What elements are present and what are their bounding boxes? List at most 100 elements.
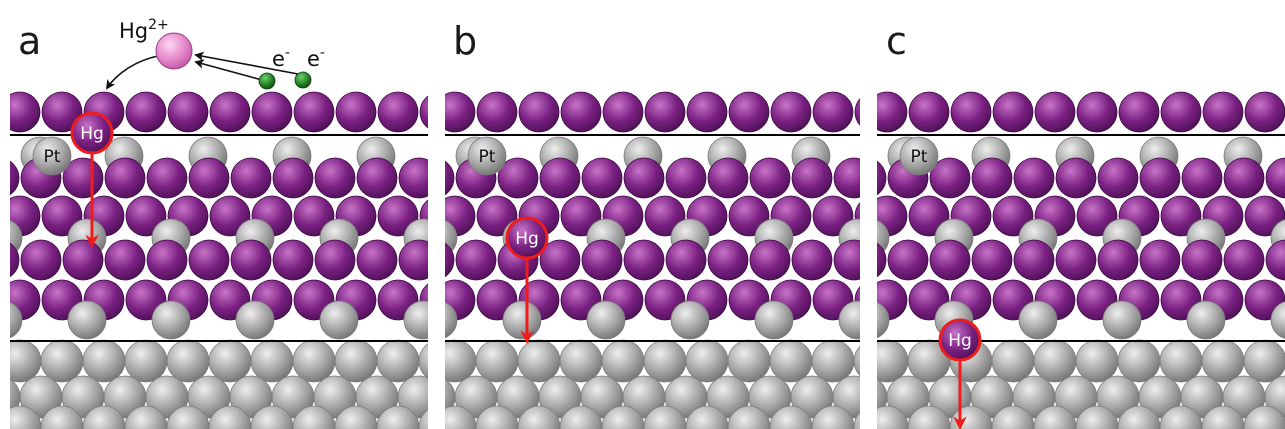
mercury-atom bbox=[1097, 239, 1139, 281]
mercury-label: Hg bbox=[80, 124, 104, 144]
electron-label: e- bbox=[307, 45, 325, 71]
platinum-atom bbox=[991, 339, 1035, 383]
mercury-atom bbox=[877, 242, 887, 278]
platinum-atom bbox=[235, 300, 275, 340]
mercury-label: Hg bbox=[515, 229, 539, 249]
mercury-atom bbox=[1097, 157, 1139, 199]
crystal-lattice bbox=[10, 91, 428, 429]
mercury-atom bbox=[293, 91, 335, 133]
mercury-atom bbox=[314, 239, 356, 281]
platinum-atom bbox=[1186, 300, 1226, 340]
platinum-atom bbox=[32, 136, 72, 176]
mercury-atom bbox=[10, 91, 41, 133]
mercury-atom bbox=[445, 242, 455, 278]
mercury-atom bbox=[833, 239, 860, 281]
mercury-atom bbox=[707, 157, 749, 199]
platinum-atom bbox=[586, 300, 626, 340]
mercury-ion bbox=[155, 32, 193, 70]
platinum-atom bbox=[1075, 339, 1119, 383]
platinum-atom bbox=[1243, 339, 1285, 383]
mercury-atom bbox=[623, 239, 665, 281]
electron bbox=[258, 72, 276, 90]
mercury-atom bbox=[272, 157, 314, 199]
platinum-atom bbox=[811, 339, 855, 383]
mercury-atom bbox=[497, 157, 539, 199]
platinum-atom bbox=[418, 343, 428, 379]
mercury-atom bbox=[377, 91, 419, 133]
panel-label: c bbox=[886, 19, 907, 63]
mercury-atom bbox=[419, 95, 428, 129]
mercury-atom bbox=[209, 91, 251, 133]
platinum-atom bbox=[1159, 339, 1203, 383]
mercury-atom bbox=[1139, 157, 1181, 199]
mercury-atom bbox=[686, 91, 728, 133]
ion-deposition-arrow bbox=[105, 55, 159, 90]
reduction-process: Hg2+ e- e- bbox=[105, 17, 325, 90]
mercury-atom bbox=[1055, 157, 1097, 199]
platinum-atom bbox=[853, 345, 860, 377]
platinum-label: Pt bbox=[479, 147, 496, 167]
mercury-atom bbox=[146, 239, 188, 281]
mercury-atom bbox=[1160, 91, 1202, 133]
mercury-label: Hg bbox=[948, 331, 972, 351]
mercury-atom bbox=[104, 239, 146, 281]
mercury-atom bbox=[188, 157, 230, 199]
mercury-atom bbox=[877, 91, 908, 133]
mercury-atom bbox=[560, 91, 602, 133]
crystal-lattice bbox=[445, 91, 860, 429]
mercury-atom bbox=[1223, 157, 1265, 199]
platinum-atom bbox=[1270, 301, 1285, 339]
mercury-atom bbox=[950, 91, 992, 133]
mercury-atom bbox=[602, 91, 644, 133]
platinum-atom bbox=[467, 136, 507, 176]
mercury-atom bbox=[929, 157, 971, 199]
migration-marker: Hg bbox=[70, 111, 114, 249]
platinum-atom bbox=[208, 339, 252, 383]
mercury-atom bbox=[539, 157, 581, 199]
mercury-atom bbox=[665, 157, 707, 199]
platinum-atom bbox=[685, 339, 729, 383]
mercury-atom bbox=[749, 239, 791, 281]
panel-label: a bbox=[18, 19, 41, 63]
mercury-atom bbox=[167, 91, 209, 133]
mercury-atom bbox=[445, 160, 455, 196]
platinum-atom bbox=[517, 339, 561, 383]
mercury-atom bbox=[1055, 239, 1097, 281]
mercury-atom bbox=[398, 157, 428, 199]
mercury-atom bbox=[877, 160, 887, 196]
migrating-mercury-atom bbox=[505, 216, 549, 260]
platinum-atom bbox=[418, 409, 428, 429]
mercury-atom bbox=[749, 157, 791, 199]
migration-marker: Hg bbox=[938, 318, 982, 429]
platinum-atom bbox=[334, 339, 378, 383]
mercury-atom bbox=[476, 91, 518, 133]
mercury-ion-label: Hg2+ bbox=[119, 17, 169, 43]
mercury-atom bbox=[1223, 239, 1265, 281]
mercury-atom bbox=[812, 91, 854, 133]
platinum-atom bbox=[1243, 405, 1285, 429]
mercury-atom bbox=[539, 239, 581, 281]
mercury-atom bbox=[1139, 239, 1181, 281]
platinum-atom bbox=[10, 339, 42, 383]
mercury-atom bbox=[1013, 239, 1055, 281]
platinum-atom bbox=[601, 339, 645, 383]
platinum-atom bbox=[1033, 339, 1077, 383]
mercury-atom bbox=[10, 242, 20, 278]
mercury-atom bbox=[1202, 91, 1244, 133]
platinum-label: Pt bbox=[44, 147, 61, 167]
mercury-atom bbox=[356, 157, 398, 199]
platinum-atom bbox=[151, 300, 191, 340]
mercury-atom bbox=[62, 239, 104, 281]
mercury-atom bbox=[146, 157, 188, 199]
platinum-atom bbox=[82, 339, 126, 383]
platinum-atom bbox=[67, 300, 107, 340]
mercury-atom bbox=[251, 91, 293, 133]
platinum-atom bbox=[403, 300, 428, 340]
mercury-atom bbox=[455, 239, 497, 281]
platinum-atom bbox=[445, 339, 477, 383]
mercury-atom bbox=[10, 160, 20, 196]
mercury-atom bbox=[887, 239, 929, 281]
mercury-atom bbox=[1181, 157, 1223, 199]
platinum-atom bbox=[250, 339, 294, 383]
